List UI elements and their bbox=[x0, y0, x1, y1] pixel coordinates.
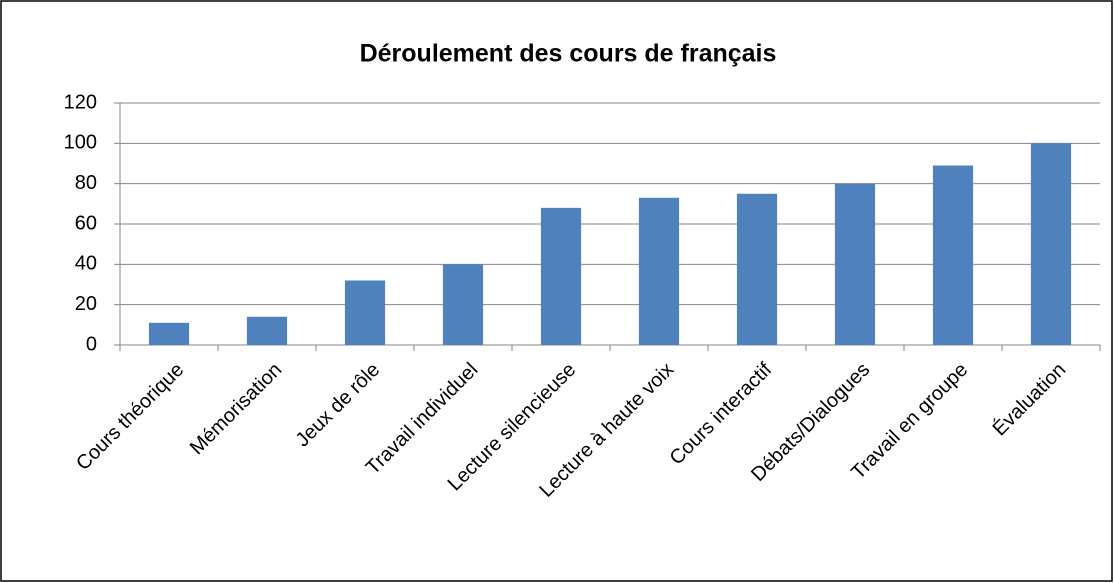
y-tick-label: 120 bbox=[64, 91, 97, 113]
bar bbox=[834, 183, 876, 345]
y-tick-label: 80 bbox=[75, 172, 97, 194]
y-tick-label: 20 bbox=[75, 293, 97, 315]
y-tick-label: 40 bbox=[75, 253, 97, 275]
bar bbox=[442, 264, 484, 345]
bar bbox=[638, 197, 680, 345]
y-tick-label: 60 bbox=[75, 212, 97, 234]
y-tick-label: 0 bbox=[86, 333, 97, 355]
bar bbox=[736, 193, 778, 345]
chart-title: Déroulement des cours de français bbox=[360, 40, 777, 68]
y-tick-label: 100 bbox=[64, 132, 97, 154]
bar bbox=[246, 316, 288, 345]
bar bbox=[148, 322, 190, 345]
bar bbox=[344, 280, 386, 345]
bar bbox=[540, 207, 582, 345]
bar bbox=[932, 165, 974, 345]
bar bbox=[1030, 143, 1072, 345]
